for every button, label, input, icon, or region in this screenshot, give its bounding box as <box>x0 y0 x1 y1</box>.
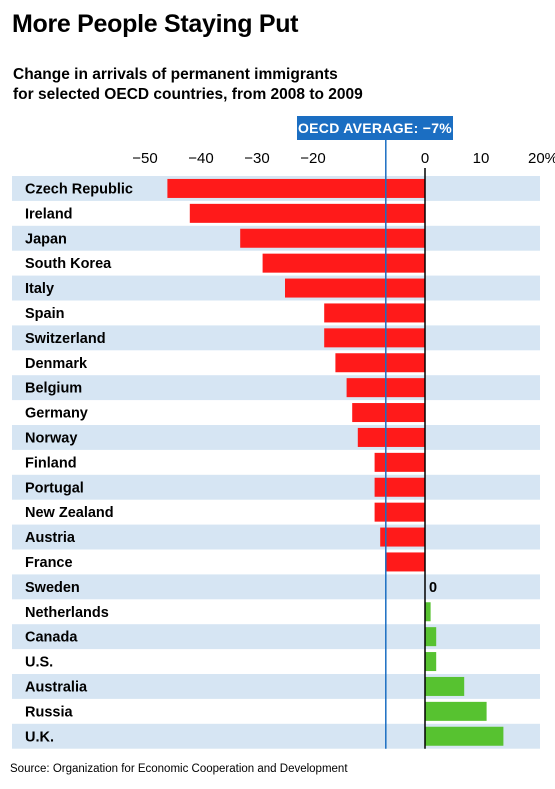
bar <box>374 477 425 497</box>
bar <box>380 527 425 547</box>
x-tick-label: −50 <box>132 150 157 167</box>
category-label: Norway <box>25 430 77 446</box>
chart-subtitle-line-2: for selected OECD countries, from 2008 t… <box>13 86 363 103</box>
value-label: 0 <box>429 580 437 596</box>
category-label: Netherlands <box>25 605 109 621</box>
category-label: Finland <box>25 455 77 471</box>
row-stripe <box>12 574 540 600</box>
bar <box>335 353 425 373</box>
bar <box>324 303 425 323</box>
chart-subtitle-line-1: Change in arrivals of permanent immigran… <box>13 66 338 83</box>
chart-title: More People Staying Put <box>12 10 299 38</box>
category-label: Spain <box>25 306 64 322</box>
bar <box>425 676 465 696</box>
bar <box>374 502 425 522</box>
category-label: Ireland <box>25 206 73 222</box>
bar <box>374 452 425 472</box>
category-label: Germany <box>25 406 88 422</box>
category-label: Canada <box>25 630 78 646</box>
row-stripe <box>12 375 540 401</box>
row-stripe <box>12 474 540 500</box>
category-label: U.S. <box>25 655 53 671</box>
bar <box>357 427 425 447</box>
row-stripe <box>12 425 540 450</box>
row-stripe <box>12 325 540 351</box>
source-note: Source: Organization for Economic Cooper… <box>10 763 348 775</box>
bar <box>324 328 425 348</box>
bar <box>240 228 425 248</box>
bar-chart: −50 −40 −30 −20 0 10 20% Czech Republic Ireland J… <box>12 140 555 749</box>
x-tick-label: −40 <box>188 150 213 167</box>
category-label: Switzerland <box>25 331 106 347</box>
bar <box>352 403 425 423</box>
bar <box>425 602 431 622</box>
bar <box>385 552 425 572</box>
bar <box>425 726 504 746</box>
category-label: Belgium <box>25 381 82 397</box>
category-label: Sweden <box>25 580 80 596</box>
category-label: Italy <box>25 281 54 297</box>
category-label: Czech Republic <box>25 181 133 197</box>
x-tick-label: −30 <box>244 150 269 167</box>
row-stripe <box>12 524 540 550</box>
category-label: Japan <box>25 231 67 247</box>
category-label: Portugal <box>25 480 84 496</box>
bar <box>167 178 425 198</box>
row-stripe <box>12 275 540 301</box>
bar <box>189 203 425 223</box>
bar <box>425 701 487 721</box>
category-label: France <box>25 555 73 571</box>
category-label: Australia <box>25 679 88 695</box>
x-tick-label: −20 <box>300 150 325 167</box>
category-label: Denmark <box>25 356 88 372</box>
category-label: U.K. <box>25 729 54 745</box>
category-label: South Korea <box>25 256 112 272</box>
bar <box>262 253 425 273</box>
category-label: Russia <box>25 704 73 720</box>
oecd-average-label: OECD AVERAGE: −7% <box>297 116 453 140</box>
x-tick-label: 20% <box>528 150 555 167</box>
x-tick-label: 10 <box>473 150 490 167</box>
category-label: New Zealand <box>25 505 114 521</box>
bar <box>425 627 437 647</box>
x-tick-label: 0 <box>421 150 429 167</box>
bar <box>285 278 425 298</box>
category-label: Austria <box>25 530 76 546</box>
row-stripe <box>12 624 540 650</box>
bar <box>425 652 437 672</box>
